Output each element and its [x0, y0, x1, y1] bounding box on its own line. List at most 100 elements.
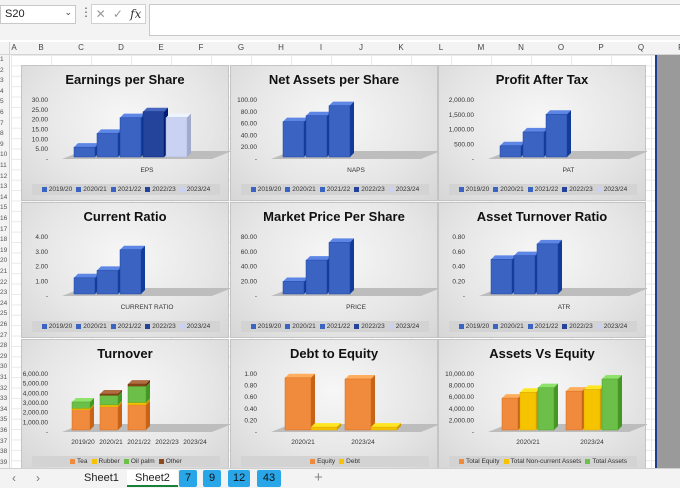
- chart-market-price-per-share[interactable]: Market Price Per Share 80.00 60.00 40.00 20.…: [230, 202, 439, 338]
- bar-2020-21[interactable]: [305, 111, 331, 158]
- bar-2023-24[interactable]: [165, 113, 191, 158]
- column-header-o[interactable]: O: [557, 43, 565, 52]
- tab-sheet2[interactable]: Sheet2: [127, 470, 178, 487]
- bar-2019-20[interactable]: [282, 277, 308, 295]
- tab-sheet1[interactable]: Sheet1: [84, 472, 119, 484]
- bar-debt-2020-21[interactable]: [310, 423, 341, 431]
- bar-2019-20[interactable]: [73, 273, 99, 295]
- row-header-26[interactable]: 26: [0, 321, 8, 328]
- row-header-35[interactable]: 35: [0, 416, 8, 424]
- column-header-b[interactable]: B: [38, 43, 44, 52]
- row-header-21[interactable]: 21: [0, 268, 8, 275]
- row-header-39[interactable]: 39: [0, 458, 8, 466]
- column-header-j[interactable]: J: [359, 43, 363, 52]
- column-header-p[interactable]: P: [598, 43, 604, 52]
- bar-2021-22[interactable]: [545, 110, 571, 158]
- row-header-27[interactable]: 27: [0, 331, 8, 339]
- row-header-7[interactable]: 7: [0, 119, 4, 127]
- bar-tea-2021-22[interactable]: [127, 400, 150, 431]
- bar-total-equity-2023-24[interactable]: [565, 387, 586, 431]
- chevron-left-icon[interactable]: ‹: [12, 471, 16, 485]
- tab-9[interactable]: 9: [203, 470, 221, 487]
- row-header-22[interactable]: 22: [0, 278, 8, 286]
- row-header-3[interactable]: 3: [0, 77, 4, 85]
- enter-icon[interactable]: ✓: [112, 7, 123, 21]
- row-header-12[interactable]: 12: [0, 172, 8, 180]
- column-header-d[interactable]: D: [118, 43, 124, 52]
- row-header-8[interactable]: 8: [0, 130, 4, 138]
- bar-2021-22[interactable]: [119, 113, 145, 158]
- bar-2019-20[interactable]: [282, 117, 308, 158]
- bar-2019-20[interactable]: [490, 255, 516, 295]
- column-header-m[interactable]: M: [477, 43, 485, 52]
- row-header-28[interactable]: 28: [0, 342, 8, 350]
- row-header-38[interactable]: 38: [0, 448, 8, 456]
- function-icon[interactable]: fx: [130, 7, 142, 21]
- column-header-k[interactable]: K: [398, 43, 404, 52]
- row-header-31[interactable]: 31: [0, 374, 8, 381]
- row-header-36[interactable]: 36: [0, 427, 8, 434]
- column-header-e[interactable]: E: [158, 43, 164, 52]
- chart-debt-to-equity[interactable]: Debt to Equity 1.00 0.80 0.60 0.40 0.20 - 2020/…: [230, 339, 439, 469]
- column-header-f[interactable]: F: [198, 43, 204, 52]
- bar-2021-22[interactable]: [119, 245, 145, 295]
- sheet-grid[interactable]: Earnings per Share 30.00 25.00 20.00 15.00 10…: [11, 55, 657, 469]
- column-header-i[interactable]: I: [319, 43, 323, 52]
- row-header-23[interactable]: 23: [0, 289, 8, 297]
- row-header-18[interactable]: 18: [0, 236, 8, 244]
- bar-2021-22[interactable]: [536, 239, 562, 295]
- row-header-17[interactable]: 17: [0, 225, 8, 233]
- bar-2019-20[interactable]: [499, 141, 525, 158]
- chart-assets-vs-equity[interactable]: Assets Vs Equity 10,000.00 8,000.00 6,000.0…: [438, 339, 647, 469]
- bar-total-non-current-assets-2020-21[interactable]: [519, 388, 540, 431]
- bar-2020-21[interactable]: [305, 256, 331, 295]
- chart-profit-after-tax[interactable]: Profit After Tax 2,000.00 1,500.00 1,000.00…: [438, 65, 647, 201]
- row-header-20[interactable]: 20: [0, 257, 8, 265]
- bar-other-2021-22[interactable]: [127, 380, 150, 387]
- tab-43[interactable]: 43: [257, 470, 281, 487]
- column-header-h[interactable]: H: [278, 43, 284, 52]
- tab-7[interactable]: 7: [179, 470, 197, 487]
- row-header-32[interactable]: 32: [0, 384, 8, 392]
- bar-total-assets-2020-21[interactable]: [537, 383, 558, 431]
- chart-asset-turnover-ratio[interactable]: Asset Turnover Ratio 0.80 0.60 0.40 0.20 - ATR…: [438, 202, 647, 338]
- row-header-24[interactable]: 24: [0, 299, 8, 307]
- more-options-icon[interactable]: ⋮: [80, 5, 92, 19]
- bar-2020-21[interactable]: [513, 251, 539, 295]
- row-header-6[interactable]: 6: [0, 109, 4, 116]
- select-all-corner[interactable]: [0, 42, 10, 55]
- name-box[interactable]: S20 ⌄: [0, 5, 76, 24]
- bar-2019-20[interactable]: [73, 143, 99, 158]
- row-header-4[interactable]: 4: [0, 87, 4, 95]
- chart-current-ratio[interactable]: Current Ratio 4.00 3.00 2.00 1.00 - CURRENT RA…: [21, 202, 230, 338]
- row-header-19[interactable]: 19: [0, 246, 8, 254]
- column-header-c[interactable]: C: [78, 43, 84, 52]
- bar-total-non-current-assets-2023-24[interactable]: [583, 385, 604, 431]
- row-header-5[interactable]: 5: [0, 98, 4, 106]
- row-header-14[interactable]: 14: [0, 193, 8, 201]
- column-header-n[interactable]: N: [518, 43, 524, 52]
- bar-oil-palm-2019-20[interactable]: [71, 397, 94, 409]
- tab-12[interactable]: 12: [228, 470, 250, 487]
- column-header-g[interactable]: G: [237, 43, 245, 52]
- chevron-down-icon[interactable]: ⌄: [64, 7, 72, 17]
- bar-debt-2023-24[interactable]: [370, 423, 401, 431]
- bar-other-2020-21[interactable]: [99, 390, 122, 396]
- column-header-l[interactable]: L: [438, 43, 444, 52]
- bar-equity-2020-21[interactable]: [284, 373, 315, 431]
- column-header-a[interactable]: A: [11, 43, 17, 52]
- row-header-25[interactable]: 25: [0, 310, 8, 318]
- column-header-r[interactable]: R: [661, 43, 680, 52]
- row-header-10[interactable]: 10: [0, 151, 8, 159]
- bar-2020-21[interactable]: [96, 266, 122, 295]
- add-sheet-icon[interactable]: +: [314, 469, 323, 486]
- row-header-37[interactable]: 37: [0, 437, 8, 445]
- row-header-33[interactable]: 33: [0, 395, 8, 403]
- chevron-right-icon[interactable]: ›: [36, 471, 40, 485]
- bar-2021-22[interactable]: [328, 238, 354, 295]
- bar-total-equity-2020-21[interactable]: [501, 394, 522, 431]
- bar-2022-23[interactable]: [142, 107, 168, 158]
- bar-2020-21[interactable]: [96, 129, 122, 158]
- column-header-q[interactable]: Q: [637, 43, 645, 52]
- formula-input[interactable]: [149, 4, 680, 36]
